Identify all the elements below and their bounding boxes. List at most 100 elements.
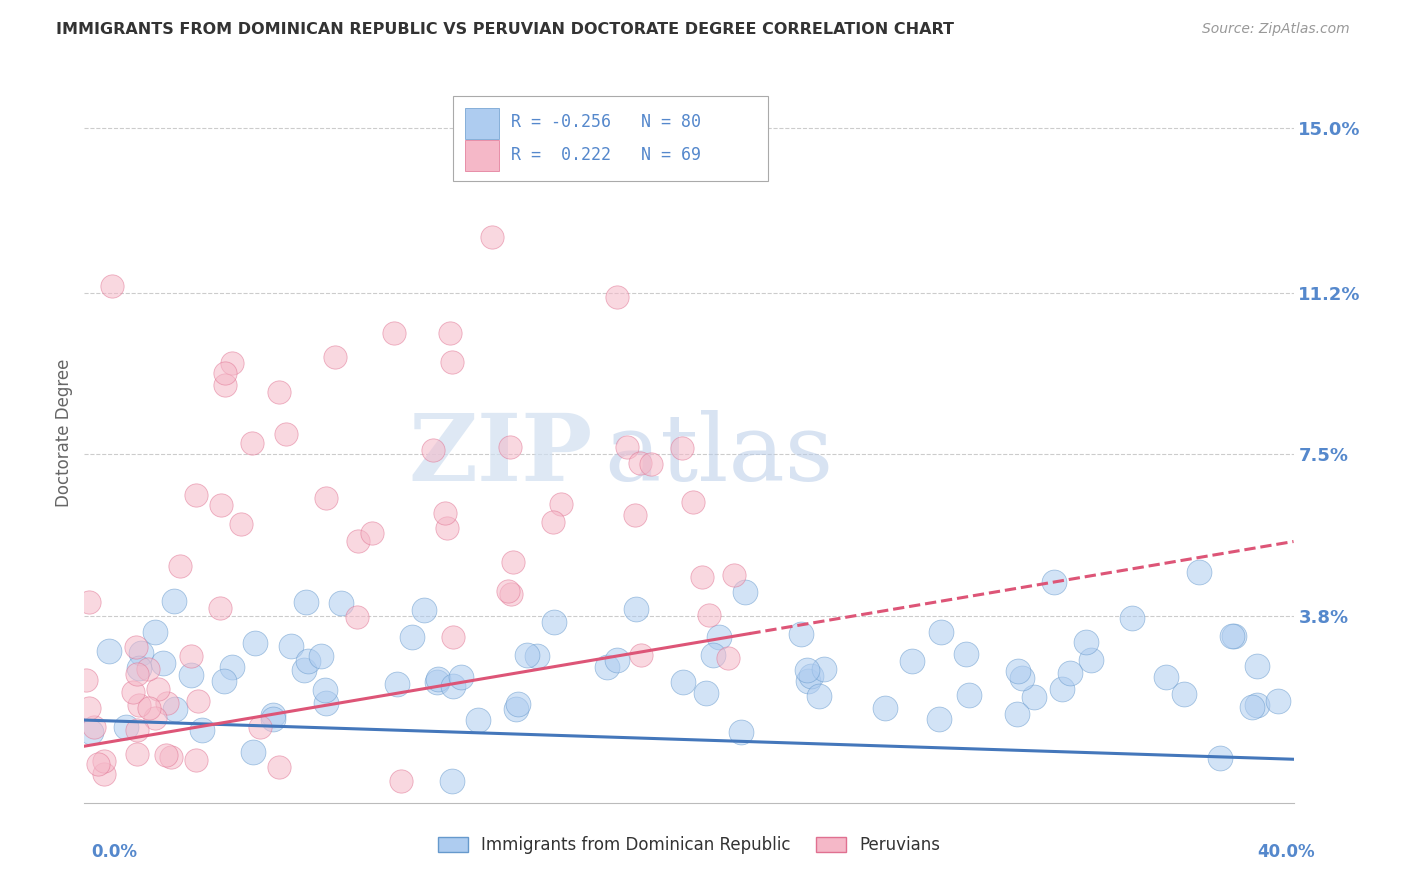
- Point: [1121, 611, 1143, 625]
- Point: [93, 754, 115, 768]
- Point: [125, 666, 148, 681]
- Point: [1209, 751, 1232, 765]
- Point: [121, 685, 143, 699]
- Point: [128, 698, 150, 712]
- Point: [267, 385, 290, 400]
- Point: [297, 654, 319, 668]
- Point: [695, 686, 717, 700]
- Point: [262, 712, 284, 726]
- Point: [900, 654, 922, 668]
- Point: [422, 442, 444, 457]
- Point: [146, 681, 169, 696]
- Point: [315, 491, 337, 505]
- Point: [127, 747, 149, 761]
- Point: [83, 720, 105, 734]
- Point: [314, 682, 336, 697]
- Point: [496, 584, 519, 599]
- Point: [208, 600, 231, 615]
- Point: [1223, 628, 1246, 642]
- Point: [707, 630, 730, 644]
- Point: [505, 702, 527, 716]
- Point: [292, 663, 315, 677]
- Point: [813, 662, 835, 676]
- Point: [616, 440, 638, 454]
- Point: [624, 508, 647, 522]
- Point: [1007, 664, 1029, 678]
- Point: [143, 625, 166, 640]
- Point: [1246, 659, 1268, 673]
- Text: atlas: atlas: [605, 409, 834, 500]
- Point: [672, 674, 695, 689]
- Point: [928, 712, 950, 726]
- Point: [98, 644, 121, 658]
- Point: [347, 533, 370, 548]
- Point: [499, 587, 522, 601]
- Point: [240, 435, 263, 450]
- Text: 40.0%: 40.0%: [1257, 843, 1315, 861]
- Point: [628, 457, 651, 471]
- Point: [280, 640, 302, 654]
- Point: [1005, 706, 1028, 721]
- Point: [401, 631, 423, 645]
- Point: [138, 700, 160, 714]
- Point: [807, 689, 830, 703]
- Point: [163, 702, 186, 716]
- Point: [163, 594, 186, 608]
- Point: [1246, 698, 1268, 712]
- Point: [441, 630, 464, 644]
- Point: [436, 521, 458, 535]
- Point: [101, 279, 124, 293]
- Point: [129, 646, 152, 660]
- Point: [214, 674, 236, 689]
- Point: [159, 749, 181, 764]
- Text: R = -0.256   N = 80: R = -0.256 N = 80: [512, 112, 702, 130]
- Point: [789, 627, 811, 641]
- Point: [169, 559, 191, 574]
- Point: [440, 355, 463, 369]
- Point: [77, 595, 100, 609]
- Point: [221, 356, 243, 370]
- Point: [630, 648, 652, 663]
- Point: [125, 640, 148, 654]
- Point: [624, 601, 647, 615]
- Point: [387, 677, 409, 691]
- Point: [384, 326, 406, 340]
- Point: [276, 426, 298, 441]
- Point: [180, 648, 202, 663]
- Point: [209, 499, 232, 513]
- Point: [155, 747, 177, 762]
- Point: [506, 697, 529, 711]
- Point: [1011, 671, 1033, 685]
- Point: [543, 515, 565, 529]
- Point: [269, 760, 291, 774]
- Point: [249, 720, 271, 734]
- Point: [543, 615, 565, 629]
- Point: [1240, 700, 1263, 714]
- Point: [262, 708, 284, 723]
- FancyBboxPatch shape: [465, 108, 499, 138]
- Point: [606, 290, 628, 304]
- Point: [640, 457, 662, 471]
- Point: [295, 595, 318, 609]
- Point: [671, 442, 693, 456]
- Point: [87, 757, 110, 772]
- Point: [467, 713, 489, 727]
- Point: [127, 723, 149, 738]
- Point: [441, 774, 464, 789]
- Point: [243, 636, 266, 650]
- Point: [450, 670, 472, 684]
- Point: [425, 675, 447, 690]
- Point: [502, 555, 524, 569]
- Point: [797, 673, 820, 688]
- Point: [796, 664, 818, 678]
- Point: [606, 653, 628, 667]
- Y-axis label: Doctorate Degree: Doctorate Degree: [55, 359, 73, 507]
- Point: [1188, 565, 1211, 579]
- Point: [959, 688, 981, 702]
- Point: [115, 720, 138, 734]
- Point: [80, 725, 103, 739]
- Point: [1156, 671, 1178, 685]
- Point: [426, 672, 449, 686]
- Point: [187, 694, 209, 708]
- Point: [481, 229, 503, 244]
